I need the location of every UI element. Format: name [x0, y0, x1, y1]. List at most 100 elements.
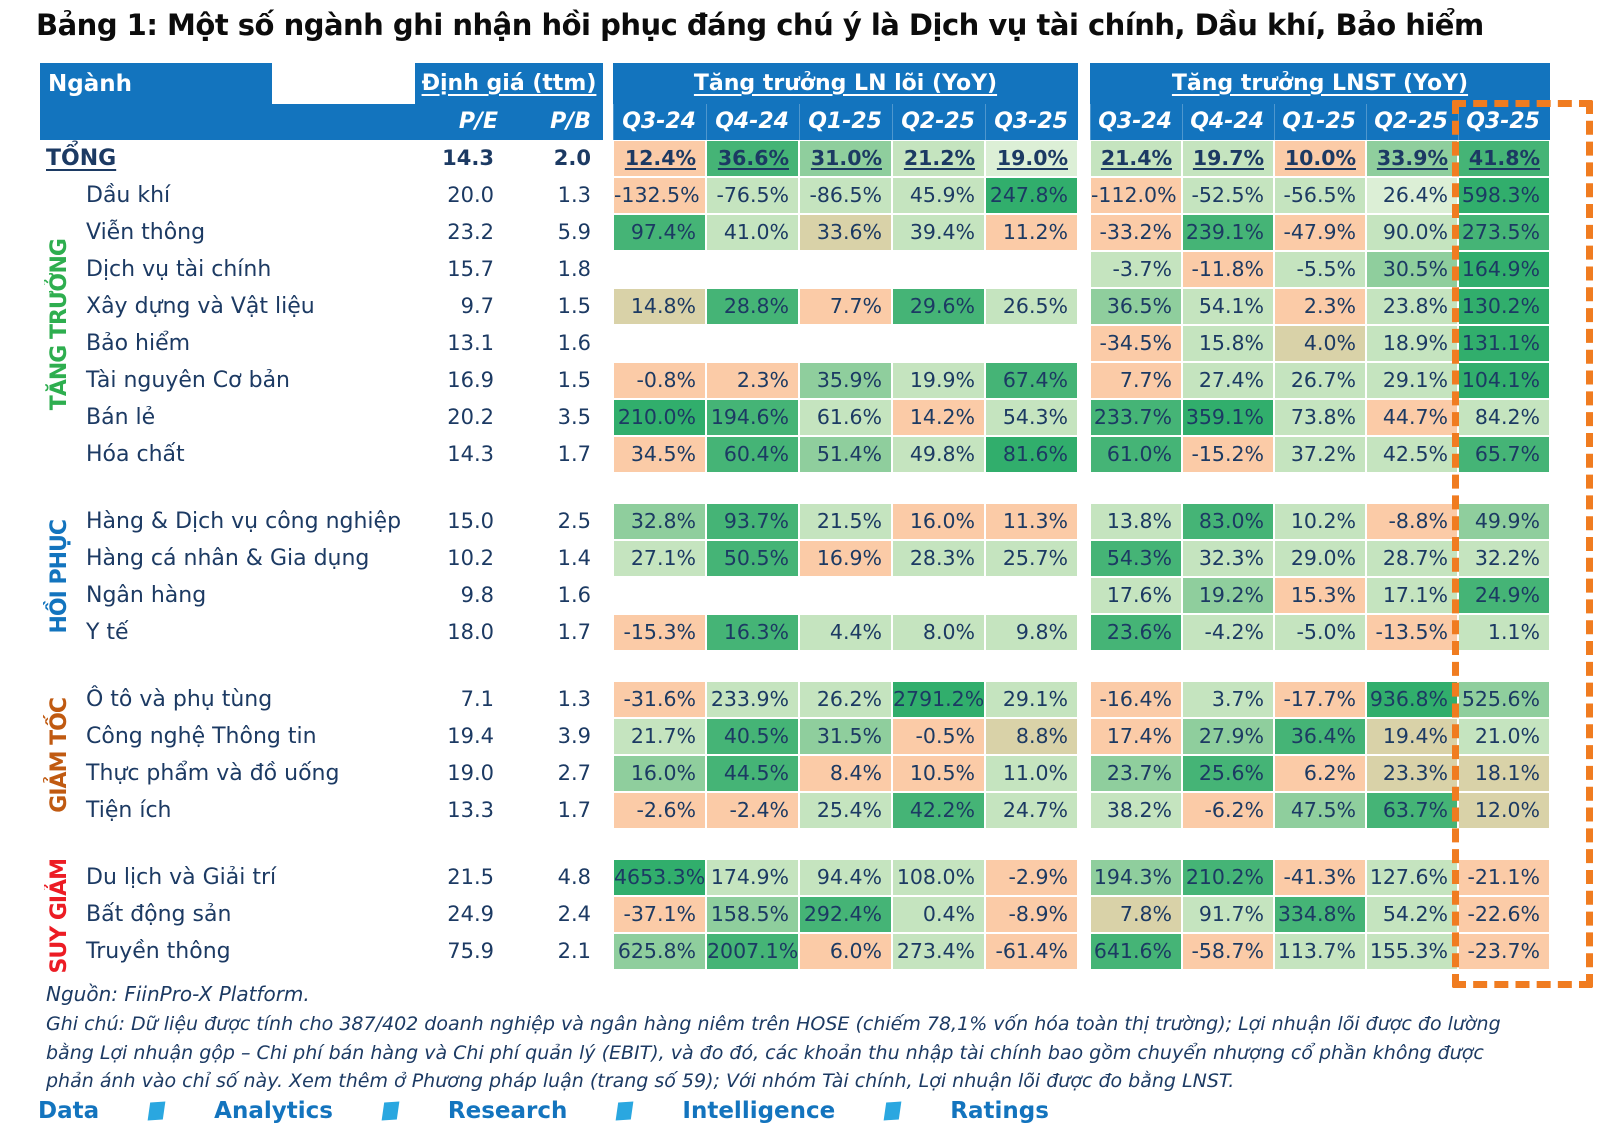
heatmap-cell: 8.4%	[799, 755, 892, 792]
section-gap	[603, 325, 613, 362]
table-row: Công nghệ Thông tin 19.4 3.9 21.7% 40.5% 31.5…	[80, 718, 1550, 755]
heatmap-cell: 1.1%	[1458, 614, 1550, 651]
section-gap	[603, 681, 613, 718]
heatmap-cell: 11.0%	[985, 755, 1078, 792]
pb-value: 3.5	[557, 405, 591, 429]
table-row: Hóa chất 14.3 1.7 34.5% 60.4% 51.4% 49.8% 81.6%…	[80, 436, 1550, 473]
heatmap-cell: 13.8%	[1090, 503, 1182, 540]
heatmap-cell: -61.4%	[985, 933, 1078, 970]
industry-group-suy-giam: SUY GIẢM Du lịch và Giải trí 21.5 4.8 4653.3…	[40, 859, 1550, 973]
heatmap-cell: -52.5%	[1182, 177, 1274, 214]
heatmap-cell: 113.7%	[1274, 933, 1366, 970]
heatmap-cell: 6.2%	[1274, 755, 1366, 792]
heatmap-cell: 37.2%	[1274, 436, 1366, 473]
table-row: Ô tô và phụ tùng 7.1 1.3 -31.6% 233.9% 26.2% 2…	[80, 681, 1550, 718]
pe-value: 10.2	[447, 546, 494, 570]
heatmap-cell: -4.2%	[1182, 614, 1274, 651]
industry-group-hoi-phuc: HỒI PHỤC Hàng & Dịch vụ công nghiệp 15.0 2.…	[40, 503, 1550, 651]
table-row: Viễn thông 23.2 5.9 97.4% 41.0% 33.6% 39.4% 11.…	[80, 214, 1550, 251]
heatmap-cell: 2.3%	[706, 362, 799, 399]
section-gap	[603, 177, 613, 214]
heatmap-cell: 15.3%	[1274, 577, 1366, 614]
heatmap-cell: 32.3%	[1182, 540, 1274, 577]
pb-value: 1.6	[557, 331, 591, 355]
heatmap-cell: 54.3%	[985, 399, 1078, 436]
heatmap-cell: 49.8%	[892, 436, 985, 473]
heatmap-cell: 16.3%	[706, 614, 799, 651]
heatmap-cell: 29.0%	[1274, 540, 1366, 577]
section-gap	[603, 251, 613, 288]
heatmap-cell: 90.0%	[1366, 214, 1458, 251]
heatmap-cell: 4.0%	[1274, 325, 1366, 362]
group-rows: Hàng & Dịch vụ công nghiệp 15.0 2.5 32.8% 93…	[80, 503, 1550, 651]
pb-value: 1.5	[557, 368, 591, 392]
section-gap	[1078, 140, 1090, 177]
industry-name: Tiện ích	[86, 798, 172, 823]
section-gap	[1078, 325, 1090, 362]
heatmap-cell: -15.2%	[1182, 436, 1274, 473]
heatmap-cell: 210.0%	[613, 399, 706, 436]
heatmap-cell: 16.9%	[799, 540, 892, 577]
heatmap-cell	[799, 577, 892, 614]
industry-name: Truyền thông	[86, 939, 231, 964]
heatmap-cell: -11.8%	[1182, 251, 1274, 288]
heatmap-cell: 36.6%	[706, 140, 799, 177]
brand-separator-icon	[883, 1101, 902, 1121]
heatmap-cell: 36.4%	[1274, 718, 1366, 755]
section-gap	[603, 614, 613, 651]
heatmap-cell: 18.9%	[1366, 325, 1458, 362]
section-gap	[603, 718, 613, 755]
group-label-hoi-phuc: HỒI PHỤC	[47, 520, 72, 634]
table-row: Ngân hàng 9.8 1.6 17.6% 19.2% 15.3% 17.1% 24.9%	[80, 577, 1550, 614]
industry-name: Hóa chất	[86, 442, 185, 467]
heatmap-cell: 21.0%	[1458, 718, 1550, 755]
quarter-header: Q2-25	[892, 104, 985, 140]
heatmap-cell: -0.8%	[613, 362, 706, 399]
section-gap	[1078, 792, 1090, 829]
table-header-row-2: P/E P/B Q3-24 Q4-24 Q1-25 Q2-25 Q3-25 Q3-24 Q…	[40, 104, 1550, 140]
heatmap-cell: -47.9%	[1274, 214, 1366, 251]
heatmap-cell: 239.1%	[1182, 214, 1274, 251]
heatmap-cell: -5.5%	[1274, 251, 1366, 288]
heatmap-cell: 40.5%	[706, 718, 799, 755]
heatmap-cell: 21.5%	[799, 503, 892, 540]
heatmap-cell: 155.3%	[1366, 933, 1458, 970]
table-body: TỔNG 14.3 2.0 12.4% 36.6% 31.0% 21.2% 19.0% 21.4…	[40, 140, 1550, 973]
heatmap-cell: 33.6%	[799, 214, 892, 251]
heatmap-cell	[706, 325, 799, 362]
heatmap-cell: 42.2%	[892, 792, 985, 829]
heatmap-cell: 19.2%	[1182, 577, 1274, 614]
pe-value: 18.0	[447, 620, 494, 644]
heatmap-cell	[892, 325, 985, 362]
heatmap-cell: 4653.3%	[613, 859, 706, 896]
pb-value: 3.9	[557, 724, 591, 748]
heatmap-cell: -5.0%	[1274, 614, 1366, 651]
heatmap-cell: 28.7%	[1366, 540, 1458, 577]
heatmap-cell: 194.6%	[706, 399, 799, 436]
pb-value: 1.7	[557, 442, 591, 466]
heatmap-cell: 84.2%	[1458, 399, 1550, 436]
heatmap-cell: 73.8%	[1274, 399, 1366, 436]
heatmap-cell: 7.8%	[1090, 896, 1182, 933]
pb-value: 1.7	[557, 798, 591, 822]
heatmap-cell: 936.8%	[1366, 681, 1458, 718]
table-row: TỔNG 14.3 2.0 12.4% 36.6% 31.0% 21.2% 19.0% 21.4…	[40, 140, 1550, 177]
section-gap	[1078, 177, 1090, 214]
industry-name: Dịch vụ tài chính	[86, 257, 272, 282]
heatmap-cell: 17.6%	[1090, 577, 1182, 614]
heatmap-cell: 50.5%	[706, 540, 799, 577]
industry-name: Du lịch và Giải trí	[86, 865, 277, 890]
heatmap-cell: 26.2%	[799, 681, 892, 718]
heatmap-cell: -3.7%	[1090, 251, 1182, 288]
heatmap-cell: 25.4%	[799, 792, 892, 829]
heatmap-cell: 41.8%	[1458, 140, 1550, 177]
brand-item: Data	[38, 1098, 100, 1124]
heatmap-cell: 12.4%	[613, 140, 706, 177]
pe-value: 75.9	[447, 939, 494, 963]
pe-value: 20.0	[447, 183, 494, 207]
heatmap-cell: 39.4%	[892, 214, 985, 251]
quarter-headers-lnst: Q3-24 Q4-24 Q1-25 Q2-25 Q3-25	[1090, 104, 1550, 140]
heatmap-cell: 24.7%	[985, 792, 1078, 829]
heatmap-cell: 36.5%	[1090, 288, 1182, 325]
heatmap-cell: -86.5%	[799, 177, 892, 214]
